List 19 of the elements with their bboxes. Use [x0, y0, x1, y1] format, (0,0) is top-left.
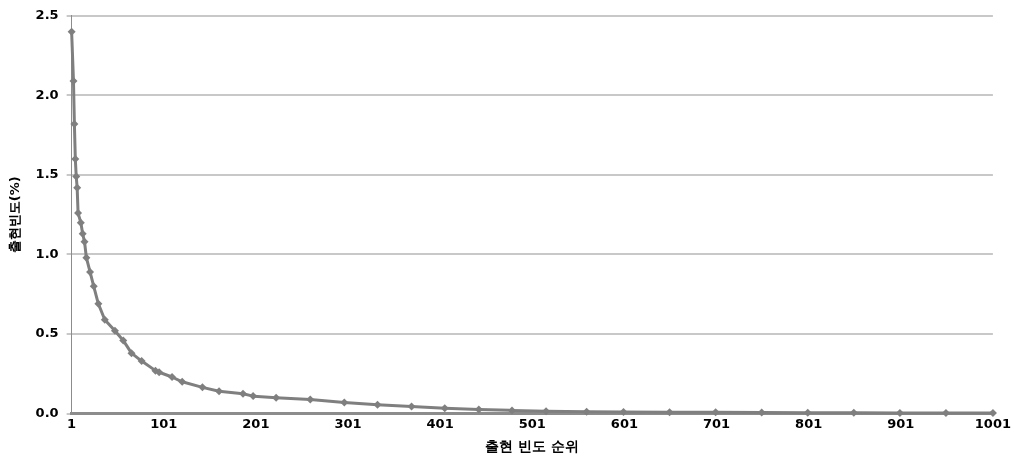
y-tick-label: 2.5 [35, 7, 59, 23]
y-tick-label: 0.5 [35, 325, 59, 341]
y-tick-label: 0.0 [35, 404, 59, 420]
x-tick-label: 1001 [974, 415, 1011, 431]
x-tick-label: 1 [67, 415, 77, 431]
y-tick-label: 2.0 [35, 86, 59, 102]
x-tick-label: 201 [242, 415, 270, 431]
y-axis-title: 출현빈도(%) [7, 176, 23, 254]
x-tick-label: 301 [334, 415, 362, 431]
y-tick-label: 1.5 [35, 166, 59, 182]
x-tick-label: 401 [426, 415, 454, 431]
x-tick-label: 901 [887, 415, 915, 431]
x-tick-label: 701 [702, 415, 731, 431]
x-axis-title: 출현 빈도 순위 [485, 438, 580, 455]
x-tick-label: 501 [518, 415, 546, 431]
x-tick-label: 601 [610, 415, 638, 431]
x-tick-label: 101 [150, 415, 178, 431]
x-tick-label: 801 [795, 415, 823, 431]
y-tick-label: 1.0 [35, 245, 59, 261]
